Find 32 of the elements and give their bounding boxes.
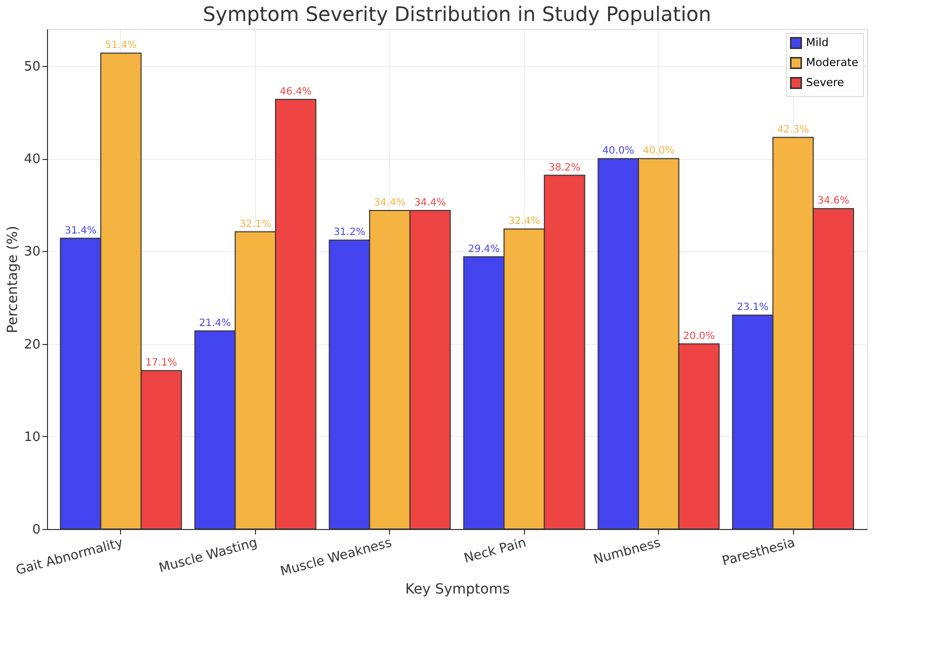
y-tick-label: 30 [24, 244, 40, 260]
data-label: 31.2% [334, 227, 366, 238]
data-label: 46.4% [280, 86, 312, 98]
data-label: 34.4% [374, 197, 406, 208]
data-label: 21.4% [199, 318, 231, 329]
data-label: 20.0% [683, 330, 715, 342]
y-tick-label: 50 [24, 60, 40, 75]
data-label: 32.4% [508, 216, 540, 227]
x-tick-label: Muscle Wasting [157, 536, 259, 576]
data-label: 40.0% [642, 146, 675, 157]
data-label: 42.3% [777, 124, 809, 136]
y-tick-label: 10 [24, 430, 40, 445]
data-label: 23.1% [736, 302, 769, 314]
y-tick-label: 40 [24, 152, 40, 168]
data-label: 31.4% [64, 225, 96, 236]
x-tick-label: Neck Pain [462, 536, 528, 566]
data-label: 34.6% [818, 196, 850, 207]
x-axis-title: Key Symptoms [405, 582, 510, 598]
legend-label: Mild [806, 36, 829, 49]
data-label: 32.1% [239, 218, 272, 230]
data-label: 17.1% [145, 358, 178, 369]
data-label: 38.2% [548, 162, 580, 174]
y-tick-label: 20 [24, 337, 40, 352]
legend-label: Moderate [806, 56, 859, 69]
legend-label: Severe [806, 76, 844, 89]
chart-title: Symptom Severity Distribution in Study Population [202, 2, 712, 26]
data-label: 34.4% [414, 197, 446, 208]
y-axis-title: Percentage (%) [4, 226, 21, 334]
y-tick-label: 0 [32, 522, 40, 538]
data-label: 40.0% [602, 146, 634, 157]
data-label: 29.4% [468, 244, 500, 255]
data-label: 51.4% [105, 40, 137, 52]
